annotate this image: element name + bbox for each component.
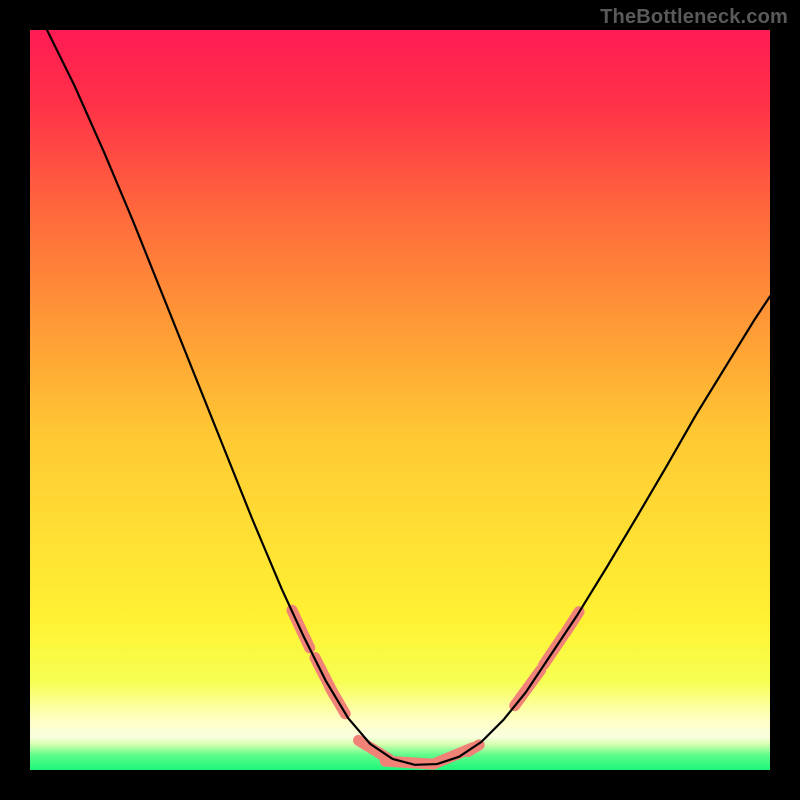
plot-area <box>30 30 770 770</box>
watermark-text: TheBottleneck.com <box>600 6 788 29</box>
background-gradient <box>30 30 770 770</box>
chart-frame: TheBottleneck.com <box>0 0 800 800</box>
